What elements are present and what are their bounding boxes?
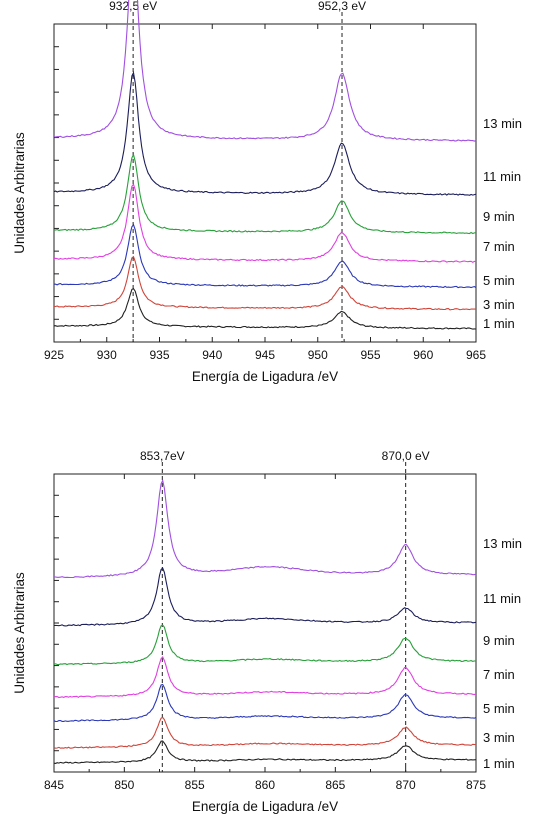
series-label: 1 min	[483, 316, 515, 331]
series-line-9-min	[53, 153, 477, 235]
x-axis-label: Energía de Ligadura /eV	[192, 369, 338, 384]
series-label: 7 min	[483, 667, 515, 682]
x-tick-label: 925	[44, 348, 64, 362]
x-axis-label: Energía de Ligadura /eV	[192, 799, 338, 814]
peak-marker-label: 932,5 eV	[109, 0, 157, 13]
series-label: 9 min	[483, 633, 515, 648]
series-label: 5 min	[483, 273, 515, 288]
x-tick-label: 870	[396, 778, 416, 792]
series-line-5-min	[53, 683, 477, 723]
series-line-13-min	[53, 0, 477, 142]
x-tick-label: 950	[308, 348, 328, 362]
series-line-5-min	[53, 223, 477, 289]
x-tick-label: 935	[149, 348, 169, 362]
series-label: 3 min	[483, 297, 515, 312]
x-tick-label: 930	[97, 348, 117, 362]
series-line-7-min	[53, 183, 477, 263]
series-line-1-min	[53, 288, 477, 330]
series-label: 13 min	[483, 536, 522, 551]
series-label: 9 min	[483, 209, 515, 224]
series-label: 13 min	[483, 116, 522, 131]
x-tick-label: 845	[44, 778, 64, 792]
series-line-9-min	[53, 624, 477, 666]
x-tick-label: 940	[202, 348, 222, 362]
peak-marker-label: 952,3 eV	[318, 0, 366, 13]
series-label: 1 min	[483, 756, 515, 771]
x-tick-label: 945	[255, 348, 275, 362]
series-line-3-min	[53, 716, 477, 749]
x-tick-label: 865	[325, 778, 345, 792]
y-axis-label: Unidades Arbitrarias	[12, 572, 27, 694]
series-label: 3 min	[483, 730, 515, 745]
series-label: 5 min	[483, 701, 515, 716]
x-tick-label: 860	[255, 778, 275, 792]
chart-panel-2: 845 850 855 860 865 870 875 Energía de Ligadura…	[12, 449, 522, 814]
peak-marker-label: 853,7eV	[140, 449, 185, 463]
x-tick-label: 960	[413, 348, 433, 362]
chart-panel-1: 925 930 935 940 945 950 955 960 965 Energía de Li…	[12, 0, 522, 384]
series-label: 7 min	[483, 239, 515, 254]
series-line-1-min	[53, 740, 477, 764]
series-line-13-min	[53, 478, 477, 579]
x-tick-label: 955	[360, 348, 380, 362]
series-label: 11 min	[483, 169, 521, 184]
x-tick-label: 965	[466, 348, 486, 362]
y-axis-label: Unidades Arbitrarias	[12, 132, 27, 254]
x-tick-label: 875	[466, 778, 486, 792]
series-label: 11 min	[483, 591, 521, 606]
peak-marker-label: 870,0 eV	[382, 449, 430, 463]
x-tick-label: 850	[114, 778, 134, 792]
plot-frame	[53, 23, 477, 343]
series-line-11-min	[53, 567, 477, 627]
series-line-3-min	[53, 255, 477, 311]
series-line-11-min	[53, 70, 477, 196]
series-line-7-min	[53, 656, 477, 699]
x-tick-label: 855	[185, 778, 205, 792]
